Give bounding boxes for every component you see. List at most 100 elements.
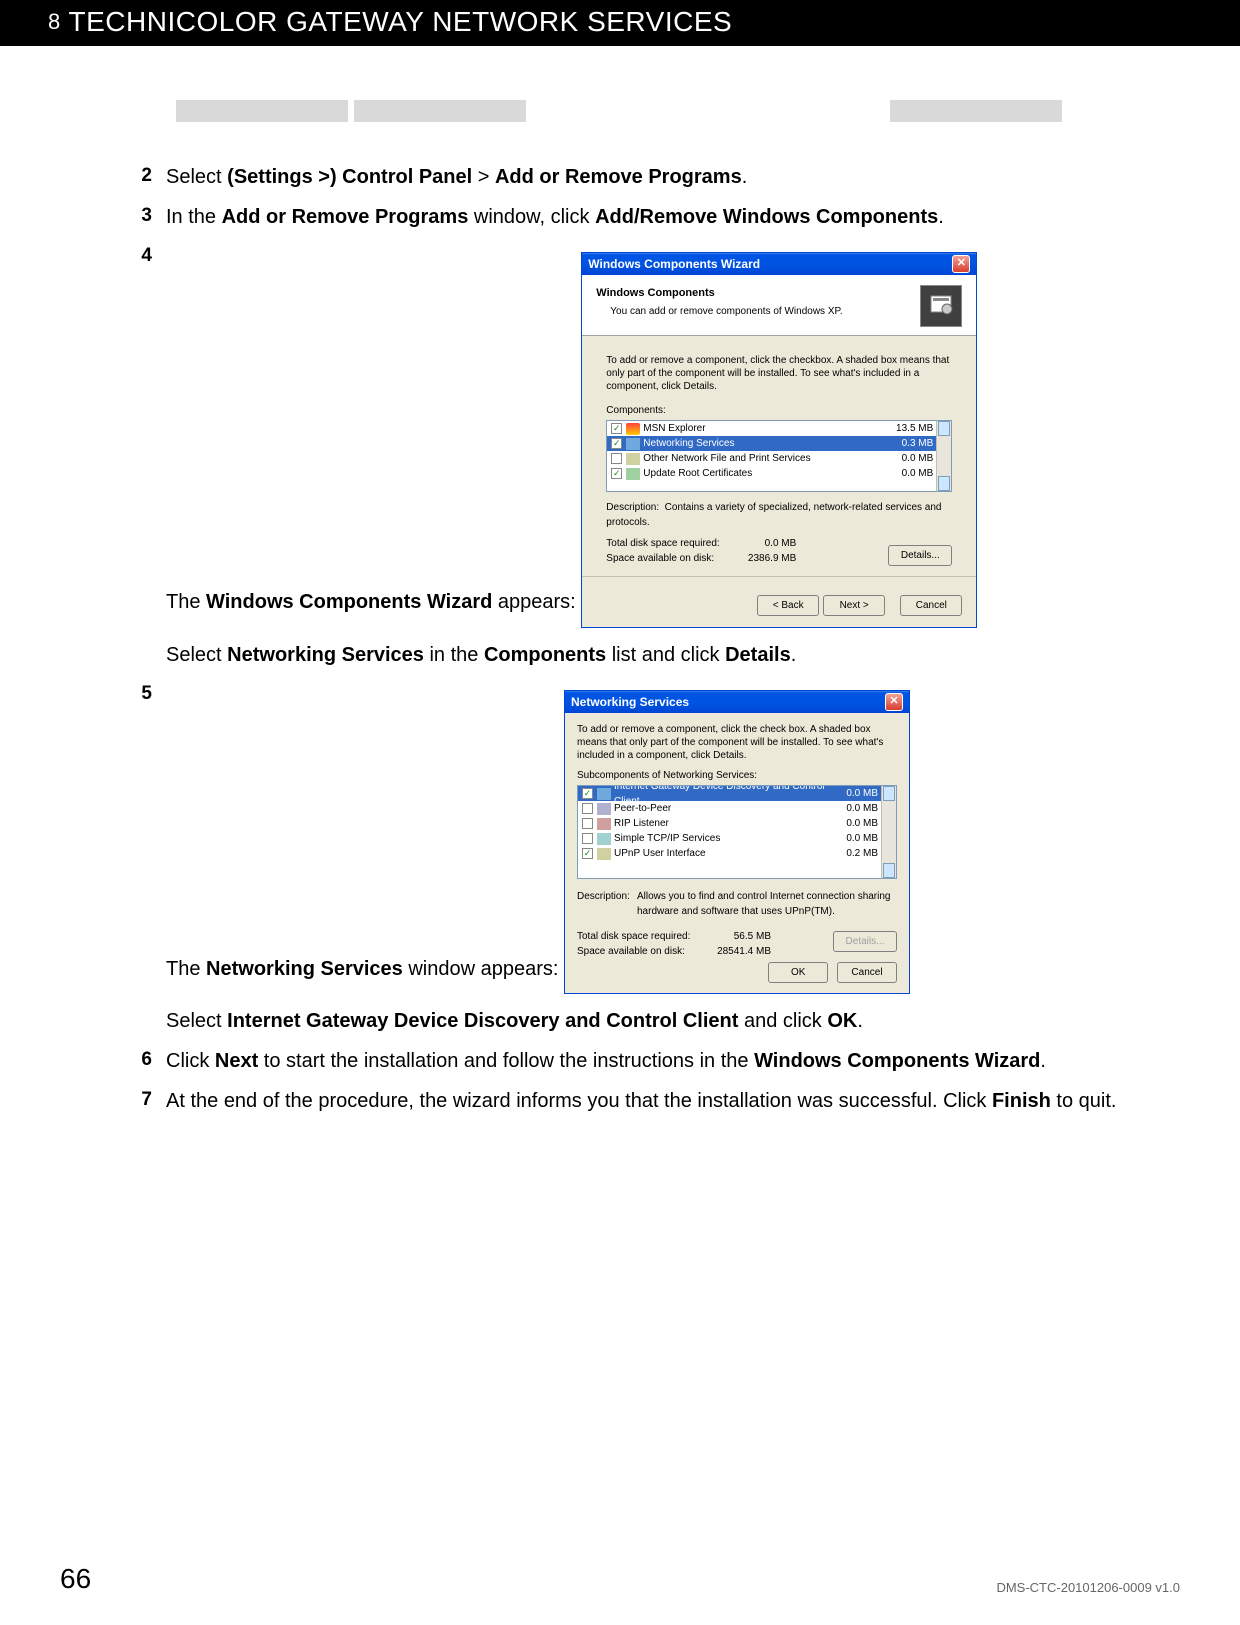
bold: Finish [992,1090,1051,1112]
step-5: 5 The Networking Services window appears… [130,680,1140,1036]
label: Space available on disk: [577,944,711,959]
text: > [472,166,495,188]
step-number: 2 [130,162,166,192]
list-item[interactable]: UPnP User Interface0.2 MB [578,846,896,861]
step-6: 6 Click Next to start the installation a… [130,1046,1140,1076]
back-button[interactable]: < Back [757,595,819,616]
checkbox[interactable] [582,788,593,799]
description: Description: Allows you to find and cont… [577,889,897,919]
subcomponents-list[interactable]: Internet Gateway Device Discovery and Co… [577,785,897,879]
item-icon [626,423,640,435]
text: window appears: [403,958,559,980]
text: The [166,958,206,980]
value: 2386.9 MB [736,551,796,566]
text: Select [166,166,227,188]
item-icon [597,848,611,860]
item-size: 0.0 MB [828,831,878,846]
label: Total disk space required: [606,536,736,551]
text: In the [166,206,222,228]
bold: Next [215,1050,258,1072]
window-title: Windows Components Wizard [588,255,760,273]
disk-stats: Total disk space required:0.0 MB Space a… [606,536,796,566]
checkbox[interactable] [611,453,622,464]
list-item[interactable]: Networking Services0.3 MB [607,436,951,451]
item-size: 0.0 MB [828,816,878,831]
item-size: 0.0 MB [883,466,933,481]
checkbox[interactable] [582,818,593,829]
item-name: Networking Services [643,436,883,451]
titlebar[interactable]: Windows Components Wizard ✕ [582,253,976,275]
label: Description: [577,889,637,919]
text: The [166,591,206,613]
close-icon[interactable]: ✕ [885,693,903,711]
details-button: Details... [833,931,897,952]
page-footer: 66 DMS-CTC-20101206-0009 v1.0 [60,1563,1180,1595]
instruction-text: To add or remove a component, click the … [606,354,952,393]
text: . [742,166,748,188]
value: 28541.4 MB [711,944,771,959]
step-5-continued: Select Internet Gateway Device Discovery… [166,1006,1140,1036]
bold: Networking Services [206,958,403,980]
item-name: MSN Explorer [643,421,883,436]
list-item[interactable]: Simple TCP/IP Services0.0 MB [578,831,896,846]
titlebar[interactable]: Networking Services ✕ [565,691,909,713]
bold: (Settings >) Control Panel [227,166,472,188]
step-number: 4 [130,242,166,670]
checkbox[interactable] [582,833,593,844]
label: Total disk space required: [577,929,711,944]
checkbox[interactable] [611,423,622,434]
document-id: DMS-CTC-20101206-0009 v1.0 [996,1580,1180,1595]
item-name: Simple TCP/IP Services [614,831,828,846]
window-title: Networking Services [571,693,689,711]
item-icon [597,833,611,845]
cancel-button[interactable]: Cancel [837,962,897,983]
content-area: 2 Select (Settings >) Control Panel > Ad… [130,162,1140,1116]
checkbox[interactable] [611,438,622,449]
list-label: Subcomponents of Networking Services: [577,768,897,783]
step-number: 6 [130,1046,166,1076]
checkbox[interactable] [611,468,622,479]
item-icon [626,453,640,465]
ok-button[interactable]: OK [768,962,828,983]
details-button[interactable]: Details... [888,545,952,566]
step-text: In the Add or Remove Programs window, cl… [166,202,1140,232]
cancel-button[interactable]: Cancel [900,595,962,616]
item-size: 0.0 MB [828,786,878,801]
banner-title: Windows Components [596,285,842,302]
close-icon[interactable]: ✕ [952,255,970,273]
list-item[interactable]: Internet Gateway Device Discovery and Co… [578,786,896,801]
next-button[interactable]: Next > [823,595,885,616]
list-item[interactable]: RIP Listener0.0 MB [578,816,896,831]
text: window, click [468,206,595,228]
dialog-footer: OK Cancel [577,962,897,983]
value: Allows you to find and control Internet … [637,889,897,919]
wizard-footer: < BackNext > Cancel [582,576,976,627]
tab-placeholder [354,100,526,122]
checkbox[interactable] [582,803,593,814]
item-icon [597,803,611,815]
value: 56.5 MB [711,929,771,944]
components-list[interactable]: MSN Explorer13.5 MBNetworking Services0.… [606,420,952,492]
step-4-continued: Select Networking Services in the Compon… [166,640,1140,670]
step-7: 7 At the end of the procedure, the wizar… [130,1086,1140,1116]
banner-subtitle: You can add or remove components of Wind… [610,304,842,319]
scrollbar[interactable] [881,786,896,878]
checkbox[interactable] [582,848,593,859]
item-size: 13.5 MB [883,421,933,436]
step-number: 3 [130,202,166,232]
step-number: 5 [130,680,166,1036]
bold: Add or Remove Programs [495,166,742,188]
item-name: UPnP User Interface [614,846,828,861]
step-3: 3 In the Add or Remove Programs window, … [130,202,1140,232]
step-text: Click Next to start the installation and… [166,1046,1140,1076]
text: Select [166,1010,227,1032]
text: in the [424,644,484,666]
text: . [857,1010,863,1032]
list-item[interactable]: MSN Explorer13.5 MB [607,421,951,436]
scrollbar[interactable] [936,421,951,491]
bold: Networking Services [227,644,424,666]
list-item[interactable]: Other Network File and Print Services0.0… [607,451,951,466]
list-item[interactable]: Update Root Certificates0.0 MB [607,466,951,481]
step-text: The Networking Services window appears: … [166,680,1140,1036]
list-item[interactable]: Peer-to-Peer0.0 MB [578,801,896,816]
